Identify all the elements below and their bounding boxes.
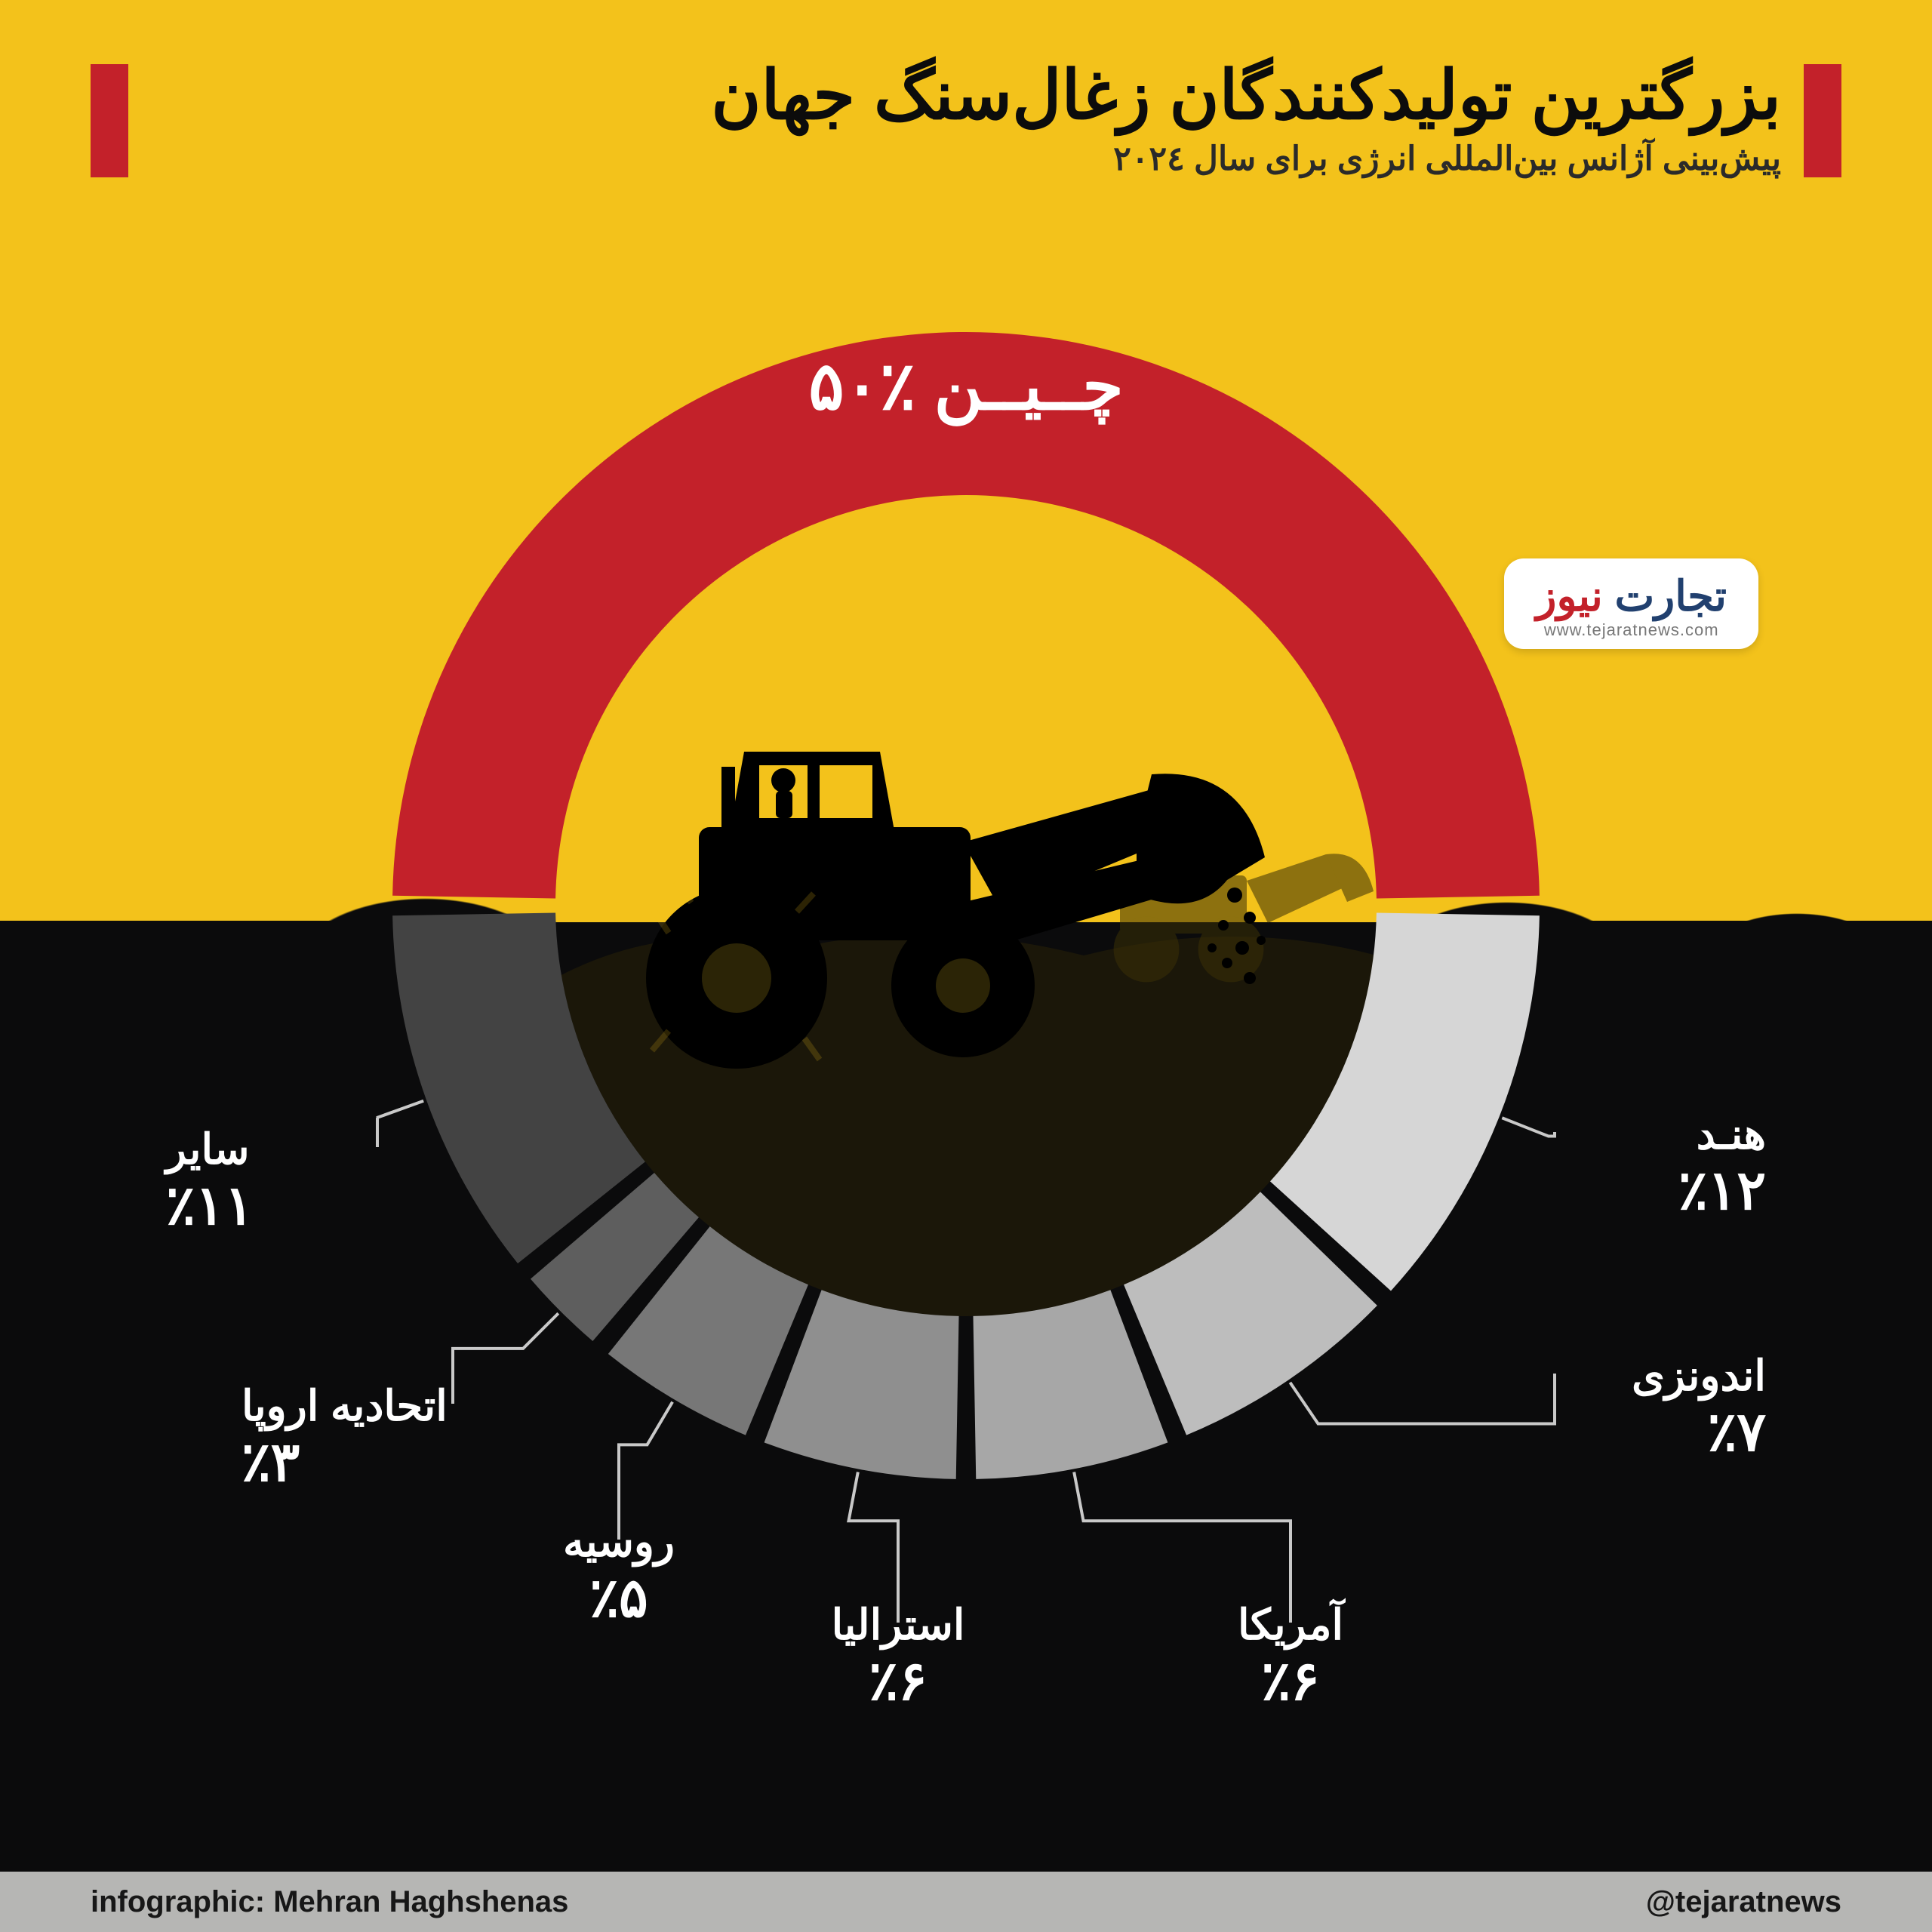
brand-url: www.tejaratnews.com: [1536, 620, 1727, 640]
brand-badge: تجارت نیوز www.tejaratnews.com: [1504, 558, 1758, 649]
footer-credit: infographic: Mehran Haghshenas: [91, 1885, 568, 1919]
page-title: بزرگترین تولیدکنندگان زغال‌سنگ جهان: [711, 60, 1781, 132]
donut-chart: چــیــن ٪۵۰: [362, 302, 1570, 1509]
footer-handle: @tejaratnews: [1646, 1885, 1841, 1919]
infographic-root: بزرگترین تولیدکنندگان زغال‌سنگ جهان پیش‌…: [0, 0, 1932, 1932]
segment-label-china: چــیــن ٪۵۰: [808, 347, 1123, 425]
footer-bar: infographic: Mehran Haghshenas @tejaratn…: [0, 1872, 1932, 1932]
donut-svg: [362, 302, 1570, 1509]
header: بزرگترین تولیدکنندگان زغال‌سنگ جهان پیش‌…: [0, 60, 1932, 178]
title-block: بزرگترین تولیدکنندگان زغال‌سنگ جهان پیش‌…: [711, 60, 1781, 178]
donut-segment-india: [1270, 912, 1540, 1291]
donut-segment-other: [392, 912, 645, 1263]
page-subtitle: پیش‌بینی آژانس بین‌المللی انرژی برای سال…: [711, 140, 1781, 178]
brand-word-1: تجارت: [1614, 572, 1727, 620]
brand-name: تجارت نیوز: [1536, 575, 1727, 617]
brand-word-2: نیوز: [1536, 572, 1602, 620]
